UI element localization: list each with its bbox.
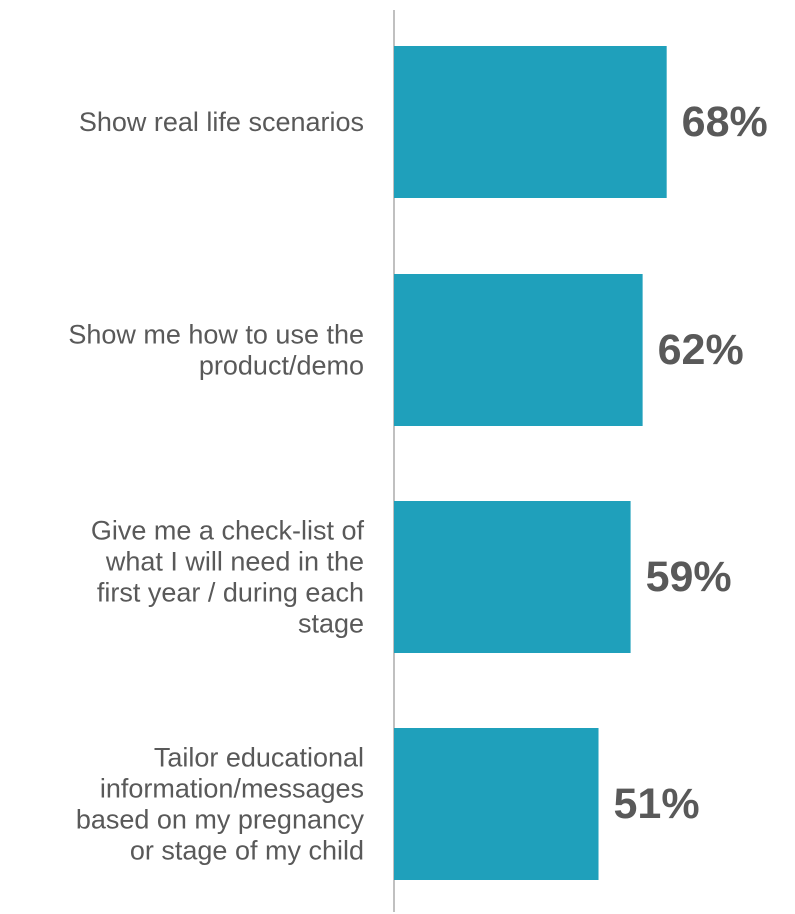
labels-layer: 68% Show real life scenarios 62% Show me ho… xyxy=(68,98,767,866)
category-label-4: Tailor educational information/messages ba… xyxy=(76,743,365,866)
category-label-3: Give me a check-list of what I will need … xyxy=(91,516,365,639)
bar-value-label-1: 68% xyxy=(682,98,768,146)
category-label-1: Show real life scenarios xyxy=(79,107,364,137)
category-label-line: Show real life scenarios xyxy=(79,107,364,137)
category-label-line: Tailor educational xyxy=(154,743,364,773)
bars-layer xyxy=(394,46,667,880)
bar-value-label-4: 51% xyxy=(614,780,700,828)
bar-value-label-3: 59% xyxy=(646,553,732,601)
bar-3 xyxy=(394,501,631,653)
category-label-line: product/demo xyxy=(199,351,364,381)
category-label-line: Give me a check-list of xyxy=(91,516,365,546)
category-label-line: first year / during each xyxy=(97,578,364,608)
category-label-line: based on my pregnancy xyxy=(76,805,365,835)
category-label-line: Show me how to use the xyxy=(68,320,364,350)
category-label-line: information/messages xyxy=(100,774,364,804)
category-label-line: or stage of my child xyxy=(130,836,364,866)
bar-1 xyxy=(394,46,667,198)
bar-value-label-2: 62% xyxy=(658,326,744,374)
bar-4 xyxy=(394,728,599,880)
category-label-line: what I will need in the xyxy=(105,547,364,577)
category-label-2: Show me how to use the product/demo xyxy=(68,320,364,381)
bar-2 xyxy=(394,274,643,426)
category-label-line: stage xyxy=(298,609,364,639)
